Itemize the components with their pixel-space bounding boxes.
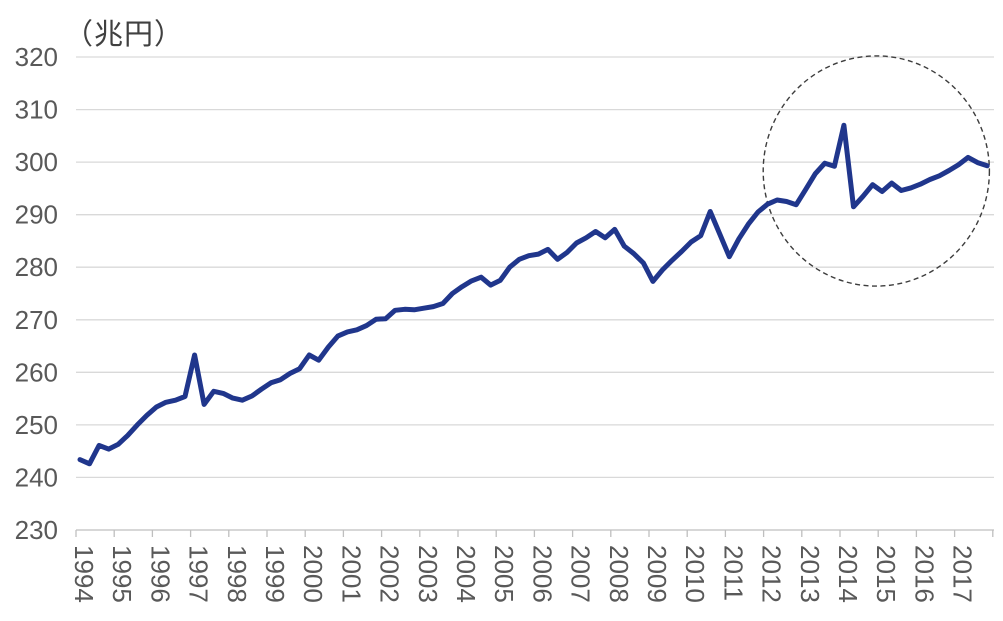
- highlight-dashed-circle: [762, 55, 991, 287]
- x-axis-year-label: 2012: [757, 545, 787, 603]
- y-axis-tick-label: 310: [15, 95, 58, 125]
- data-line: [77, 122, 990, 467]
- y-axis-tick-label: 320: [15, 42, 58, 72]
- x-axis-year-label: 2008: [604, 545, 634, 603]
- y-axis-tick-label: 240: [15, 462, 58, 492]
- x-axis-year-label: 1995: [107, 545, 137, 603]
- x-axis-year-label: 2013: [795, 545, 825, 603]
- x-axis-year-label: 2006: [527, 545, 557, 603]
- x-axis-year-label: 1999: [260, 545, 290, 603]
- x-axis-year-label: 1996: [145, 545, 175, 603]
- x-axis-year-label: 2001: [336, 545, 366, 603]
- x-axis-year-label: 2010: [680, 545, 710, 603]
- x-axis-year-label: 2002: [375, 545, 405, 603]
- x-axis-year-label: 2009: [642, 545, 672, 603]
- y-axis-tick-label: 290: [15, 200, 58, 230]
- y-axis-tick-label: 260: [15, 357, 58, 387]
- x-axis-year-label: 1997: [184, 545, 214, 603]
- x-axis-year-label: 2004: [451, 545, 481, 603]
- x-axis-year-label: 2007: [566, 545, 596, 603]
- x-axis-year-label: 2017: [948, 545, 978, 603]
- x-axis-year-label: 2003: [413, 545, 443, 603]
- x-axis-year-label: 1998: [222, 545, 252, 603]
- x-axis-year-label: 2011: [718, 545, 748, 601]
- y-axis-tick-label: 230: [15, 515, 58, 545]
- y-axis-tick-label: 300: [15, 147, 58, 177]
- y-axis-unit-label: （兆円）: [64, 19, 185, 51]
- x-axis-year-label: 2015: [871, 545, 901, 603]
- x-axis-year-label: 2005: [489, 545, 519, 603]
- y-axis-tick-label: 270: [15, 305, 58, 335]
- y-axis-tick-label: 280: [15, 252, 58, 282]
- x-axis-year-label: 2014: [833, 545, 863, 603]
- x-axis-year-label: 2000: [298, 545, 328, 603]
- x-axis-year-label: 1994: [69, 545, 99, 603]
- x-axis-year-label: 2016: [909, 545, 939, 603]
- y-axis-tick-label: 250: [15, 410, 58, 440]
